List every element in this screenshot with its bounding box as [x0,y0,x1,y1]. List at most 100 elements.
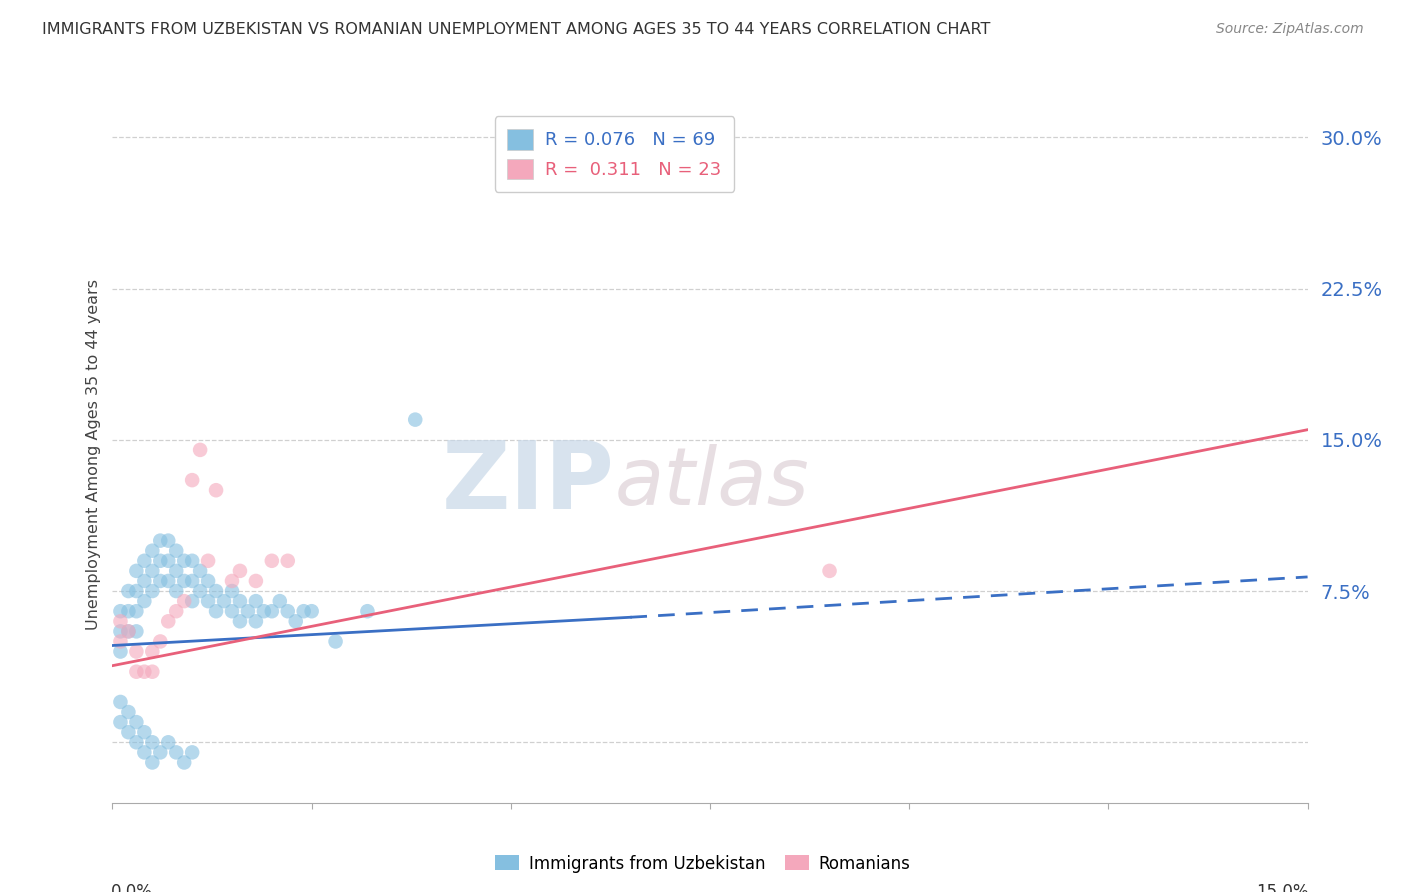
Point [110,624,132,639]
Point [165,564,187,578]
Point [125,624,148,639]
Point [149,745,172,759]
Point [197,574,219,588]
Point [404,412,426,426]
Point [110,604,132,618]
Point [110,715,132,730]
Point [117,725,139,739]
Point [134,594,156,608]
Point [125,715,148,730]
Text: ZIP: ZIP [441,437,614,529]
Point [125,604,148,618]
Point [221,574,243,588]
Point [260,554,283,568]
Point [188,564,211,578]
Point [181,745,204,759]
Point [277,604,299,618]
Point [245,594,267,608]
Point [134,665,156,679]
Point [157,574,180,588]
Point [173,594,195,608]
Point [157,533,180,548]
Point [173,756,195,770]
Point [134,745,156,759]
Point [125,564,148,578]
Point [134,574,156,588]
Point [173,574,195,588]
Point [134,554,156,568]
Point [260,604,283,618]
Point [165,604,187,618]
Point [134,725,156,739]
Text: 15.0%: 15.0% [1257,883,1309,892]
Point [125,644,148,658]
Point [141,543,163,558]
Point [212,594,235,608]
Point [141,644,163,658]
Point [301,604,323,618]
Legend: Immigrants from Uzbekistan, Romanians: Immigrants from Uzbekistan, Romanians [489,848,917,880]
Point [579,170,602,185]
Point [110,615,132,629]
Point [229,594,252,608]
Point [269,594,291,608]
Point [149,634,172,648]
Point [165,543,187,558]
Point [245,615,267,629]
Point [188,442,211,457]
Point [205,584,228,599]
Y-axis label: Unemployment Among Ages 35 to 44 years: Unemployment Among Ages 35 to 44 years [86,279,101,631]
Point [117,604,139,618]
Point [125,735,148,749]
Point [149,533,172,548]
Point [110,634,132,648]
Point [284,615,307,629]
Point [188,584,211,599]
Point [245,574,267,588]
Point [110,644,132,658]
Text: 0.0%: 0.0% [111,883,153,892]
Point [292,604,315,618]
Point [165,745,187,759]
Point [125,665,148,679]
Point [181,594,204,608]
Point [157,615,180,629]
Point [141,665,163,679]
Point [149,574,172,588]
Point [117,624,139,639]
Point [229,564,252,578]
Point [197,594,219,608]
Point [157,554,180,568]
Point [141,735,163,749]
Point [110,695,132,709]
Point [356,604,378,618]
Point [117,624,139,639]
Point [236,604,259,618]
Point [221,584,243,599]
Point [117,584,139,599]
Point [205,483,228,498]
Point [181,473,204,487]
Point [157,735,180,749]
Point [173,554,195,568]
Point [181,574,204,588]
Point [125,584,148,599]
Text: IMMIGRANTS FROM UZBEKISTAN VS ROMANIAN UNEMPLOYMENT AMONG AGES 35 TO 44 YEARS CO: IMMIGRANTS FROM UZBEKISTAN VS ROMANIAN U… [42,22,991,37]
Point [197,554,219,568]
Point [117,705,139,719]
Point [205,604,228,618]
Point [818,564,841,578]
Point [325,634,347,648]
Point [149,554,172,568]
Point [277,554,299,568]
Point [141,584,163,599]
Point [229,615,252,629]
Point [253,604,276,618]
Point [141,756,163,770]
Point [181,554,204,568]
Text: atlas: atlas [614,443,810,522]
Point [141,564,163,578]
Point [165,584,187,599]
Text: Source: ZipAtlas.com: Source: ZipAtlas.com [1216,22,1364,37]
Point [221,604,243,618]
